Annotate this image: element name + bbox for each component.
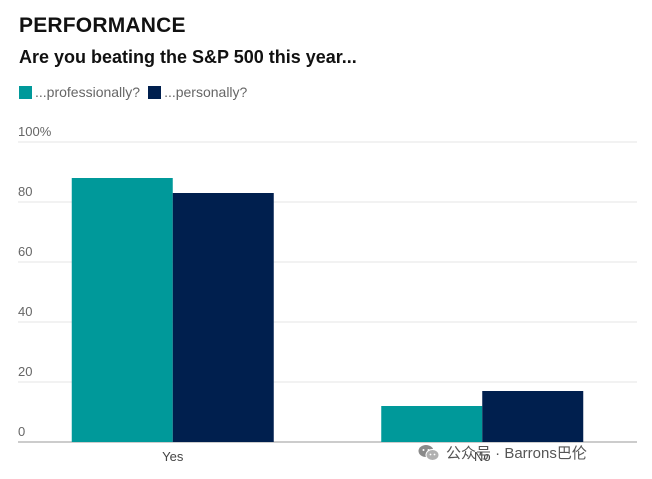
bar bbox=[71, 178, 173, 442]
y-tick-label: 100% bbox=[18, 124, 52, 139]
x-tick-label: Yes bbox=[162, 449, 184, 464]
legend-swatch-personally bbox=[148, 85, 162, 99]
bar bbox=[482, 391, 584, 442]
bar bbox=[381, 406, 483, 442]
watermark-text: 公众号 · Barrons巴伦 bbox=[446, 445, 587, 462]
legend-item-personally: ...personally? bbox=[148, 84, 247, 100]
chart-subtitle: Are you beating the S&P 500 this year... bbox=[19, 47, 357, 67]
legend-swatch-professionally bbox=[19, 85, 32, 99]
x-tick-label: No bbox=[474, 449, 491, 464]
y-tick-label: 40 bbox=[18, 304, 32, 319]
wechat-icon bbox=[418, 444, 440, 461]
legend-label-personally: ...personally? bbox=[164, 84, 248, 100]
legend-item-professionally: ...professionally? bbox=[19, 84, 140, 100]
y-tick-label: 60 bbox=[18, 244, 32, 259]
chart-title: PERFORMANCE bbox=[19, 14, 186, 37]
y-tick-label: 0 bbox=[18, 424, 25, 439]
legend-label-professionally: ...professionally? bbox=[35, 84, 141, 100]
legend: ...professionally? ...personally? bbox=[19, 84, 255, 100]
bar bbox=[172, 193, 274, 442]
watermark: 公众号 · Barrons巴伦 bbox=[418, 442, 587, 463]
y-tick-label: 20 bbox=[18, 364, 32, 379]
y-tick-label: 80 bbox=[18, 184, 32, 199]
